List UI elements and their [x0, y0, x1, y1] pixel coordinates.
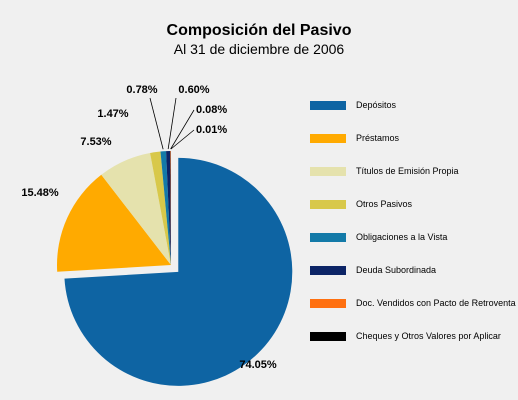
legend-item-1: Préstamos: [310, 131, 399, 145]
legend-label-1: Préstamos: [356, 133, 400, 143]
data-label-0: 74.05%: [239, 359, 277, 371]
pie-slice-2: [101, 152, 171, 265]
legend-swatch-5: [310, 265, 346, 275]
data-label-5: 0.60%: [178, 84, 209, 96]
leader-line-4: [149, 97, 164, 150]
pie-slice-3: [150, 151, 171, 265]
leader-line-6: [170, 109, 195, 150]
data-label-1: 15.48%: [21, 187, 59, 199]
legend-swatch-6: [310, 298, 346, 308]
data-label-3: 1.47%: [97, 108, 128, 120]
chart-title: Composición del Pasivo: [166, 22, 352, 39]
legend-item-4: Obligaciones a la Vista: [310, 230, 447, 244]
legend-item-6: Doc. Vendidos con Pacto de Retroventa: [310, 296, 516, 310]
pie-slice-6: [170, 151, 171, 265]
legend-label-6: Doc. Vendidos con Pacto de Retroventa: [356, 298, 516, 308]
leader-line-5: [167, 97, 177, 150]
legend-swatch-2: [310, 166, 346, 176]
legend-label-7: Cheques y Otros Valores por Aplicar: [356, 331, 501, 341]
data-label-7: 0.01%: [196, 124, 227, 136]
leader-line-7: [170, 129, 195, 150]
data-label-6: 0.08%: [196, 104, 227, 116]
legend-swatch-3: [310, 199, 346, 209]
legend-label-2: Títulos de Emisión Propia: [356, 166, 459, 176]
legend-label-5: Deuda Subordinada: [356, 265, 437, 275]
pie-slice-0: [64, 157, 293, 386]
legend-label-3: Otros Pasivos: [356, 199, 413, 209]
legend-item-7: Cheques y Otros Valores por Aplicar: [310, 329, 501, 343]
pie-slice-4: [160, 151, 171, 265]
legend-swatch-0: [310, 100, 346, 110]
legend-swatch-7: [310, 331, 346, 341]
pie-slice-5: [166, 151, 171, 265]
legend-label-0: Depósitos: [356, 100, 397, 110]
legend-swatch-4: [310, 232, 346, 242]
data-label-2: 7.53%: [80, 136, 111, 148]
legend-item-5: Deuda Subordinada: [310, 263, 436, 277]
legend-item-2: Títulos de Emisión Propia: [310, 164, 459, 178]
legend-label-4: Obligaciones a la Vista: [356, 232, 448, 242]
legend-item-3: Otros Pasivos: [310, 197, 412, 211]
data-label-4: 0.78%: [126, 84, 157, 96]
legend-swatch-1: [310, 133, 346, 143]
chart-subtitle: Al 31 de diciembre de 2006: [173, 41, 345, 57]
legend-item-0: Depósitos: [310, 98, 396, 112]
pie-slice-1: [56, 174, 171, 272]
